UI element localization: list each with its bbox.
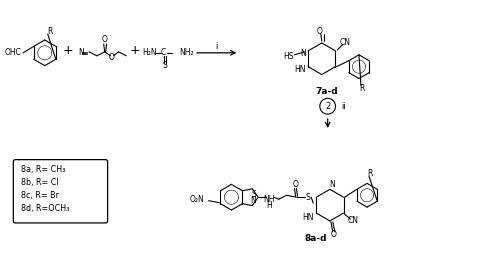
Text: HN: HN (302, 213, 314, 221)
Text: HS: HS (284, 52, 294, 61)
Text: CN: CN (348, 216, 359, 226)
Text: N: N (300, 49, 306, 58)
Text: OHC: OHC (4, 48, 21, 57)
Text: H₂N: H₂N (142, 48, 156, 57)
Text: C: C (161, 48, 166, 57)
Text: S: S (252, 190, 256, 199)
Text: S: S (306, 193, 310, 202)
Text: O₂N: O₂N (190, 195, 204, 204)
Text: O: O (102, 36, 107, 44)
Text: 8c, R= Br: 8c, R= Br (21, 191, 59, 200)
Text: +: + (63, 44, 74, 57)
Text: 7a-d: 7a-d (316, 87, 338, 96)
Text: i: i (216, 42, 218, 51)
Text: NH₂: NH₂ (180, 48, 194, 57)
Text: HN: HN (294, 65, 306, 74)
Text: 8a-d: 8a-d (305, 234, 328, 243)
Text: O: O (292, 180, 298, 189)
Text: O: O (108, 53, 114, 62)
Text: N: N (329, 180, 334, 189)
Text: +: + (130, 44, 140, 57)
Text: CN: CN (340, 38, 350, 47)
Text: H: H (266, 201, 272, 210)
Text: N: N (78, 48, 84, 57)
Text: O: O (317, 27, 323, 36)
Text: N: N (250, 196, 256, 205)
Text: R: R (359, 84, 364, 93)
Text: 2: 2 (325, 102, 330, 111)
Text: 8b, R= Cl: 8b, R= Cl (21, 178, 59, 187)
FancyBboxPatch shape (14, 160, 108, 223)
Text: 8a, R= CH₃: 8a, R= CH₃ (21, 165, 66, 174)
Text: NH: NH (263, 195, 274, 204)
Text: 8d, R=OCH₃: 8d, R=OCH₃ (21, 204, 70, 213)
Text: S: S (162, 61, 167, 70)
Text: R: R (47, 27, 52, 36)
Text: O: O (331, 230, 337, 239)
Text: ii: ii (341, 102, 346, 111)
Text: R: R (368, 169, 372, 178)
